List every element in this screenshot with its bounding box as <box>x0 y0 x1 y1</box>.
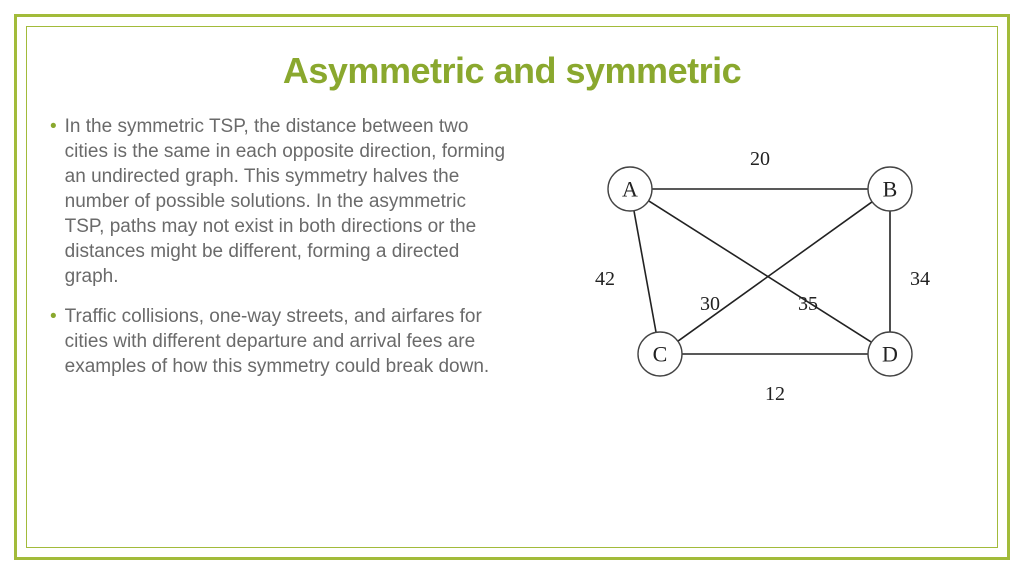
graph-node-label: D <box>882 342 898 367</box>
graph-edge <box>678 202 872 341</box>
graph-edge <box>649 201 872 342</box>
bullet-item: • In the symmetric TSP, the distance bet… <box>50 114 510 290</box>
graph-column: 20 42 35 30 34 12 A B C D <box>540 114 974 414</box>
graph-edge-weight: 30 <box>700 293 720 315</box>
graph-edge-weight: 34 <box>910 268 930 290</box>
graph-svg: 20 42 35 30 34 12 A B C D <box>590 139 930 419</box>
bullet-item: • Traffic collisions, one-way streets, a… <box>50 304 510 379</box>
slide-content: Asymmetric and symmetric • In the symmet… <box>50 50 974 524</box>
graph-edge <box>634 211 656 333</box>
bullet-dot-icon: • <box>50 114 57 290</box>
bullet-text: Traffic collisions, one-way streets, and… <box>65 304 510 379</box>
graph-edge-weight: 12 <box>765 383 785 405</box>
bullet-text: In the symmetric TSP, the distance betwe… <box>65 114 510 290</box>
graph-node-label: A <box>622 177 638 202</box>
graph-node-label: C <box>653 342 668 367</box>
bullet-dot-icon: • <box>50 304 57 379</box>
graph-edge-weight: 42 <box>595 268 615 290</box>
body-row: • In the symmetric TSP, the distance bet… <box>50 114 974 414</box>
text-column: • In the symmetric TSP, the distance bet… <box>50 114 510 393</box>
graph-node-label: B <box>883 177 898 202</box>
graph-edge-weight: 35 <box>798 293 818 315</box>
tsp-graph: 20 42 35 30 34 12 A B C D <box>590 139 930 419</box>
slide-title: Asymmetric and symmetric <box>50 50 974 92</box>
graph-edge-weight: 20 <box>750 148 770 170</box>
